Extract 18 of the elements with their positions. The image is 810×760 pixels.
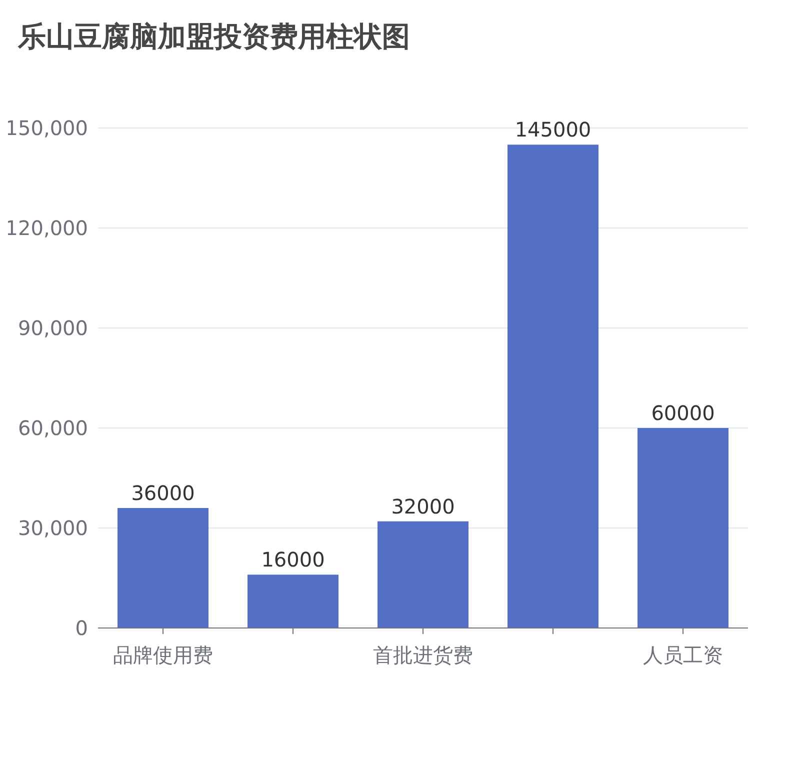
bar (248, 574, 338, 628)
bar (638, 428, 728, 628)
x-tick-label: 首批进货费 (373, 643, 473, 667)
data-label: 145000 (514, 118, 592, 142)
x-tick-label: 人员工资 (643, 643, 723, 667)
data-label: 32000 (391, 494, 455, 518)
data-label: 60000 (651, 401, 715, 425)
y-tick-label: 0 (75, 616, 88, 640)
bar (508, 144, 598, 628)
y-tick-label: 60,000 (18, 416, 88, 440)
data-label: 16000 (261, 548, 325, 572)
bar (118, 508, 208, 628)
y-tick-label: 90,000 (18, 316, 88, 340)
chart-title: 乐山豆腐脑加盟投资费用柱状图 (17, 20, 410, 53)
x-tick-label: 品牌使用费 (113, 643, 213, 667)
bar (378, 521, 468, 628)
data-label: 36000 (131, 481, 195, 505)
y-tick-label: 30,000 (18, 516, 88, 540)
